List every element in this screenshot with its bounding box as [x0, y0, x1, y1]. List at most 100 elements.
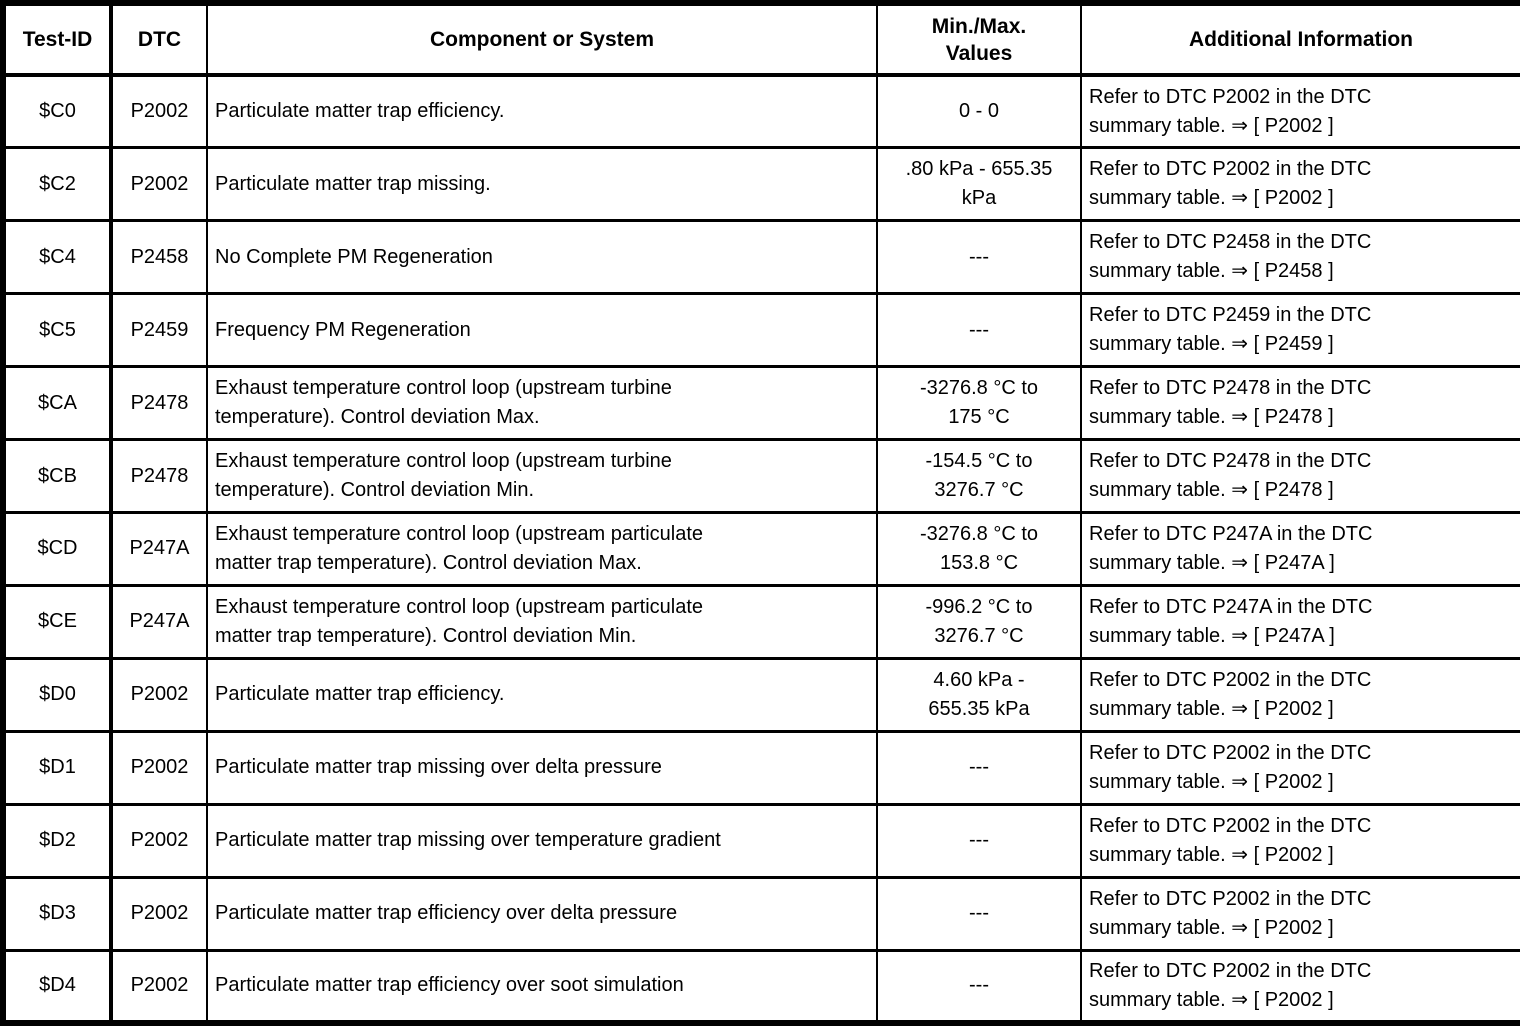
dtc-cell: P2002 — [110, 73, 208, 150]
column-header-dtc: DTC — [110, 1, 208, 77]
dtc-reference-link[interactable]: [ P2002 ] — [1253, 843, 1334, 866]
component-text: Exhaust temperature control loop (upstre… — [215, 450, 672, 502]
dtc-reference-link[interactable]: [ P2002 ] — [1253, 697, 1334, 720]
component-cell: Exhaust temperature control loop (upstre… — [206, 365, 878, 442]
additional-info-text: Refer to DTC P2002 in the DTC summary ta… — [1089, 85, 1372, 137]
component-text: Particulate matter trap efficiency. — [215, 100, 505, 123]
minmax-values-cell: -996.2 °C to 3276.7 °C — [876, 583, 1082, 660]
test-id-cell: $D4 — [2, 948, 113, 1025]
dtc-reference-link[interactable]: [ P2458 ] — [1253, 260, 1334, 283]
dtc-reference-link[interactable]: [ P2478 ] — [1253, 479, 1334, 502]
table-row: $D2 P2002 Particulate matter trap missin… — [2, 802, 1520, 879]
additional-info-cell: Refer to DTC P2459 in the DTC summary ta… — [1080, 292, 1520, 369]
test-id-cell: $C5 — [2, 292, 113, 369]
additional-info-text: Refer to DTC P2478 in the DTC summary ta… — [1089, 377, 1372, 429]
component-text: Particulate matter trap efficiency over … — [215, 974, 684, 997]
additional-info-cell: Refer to DTC P247A in the DTC summary ta… — [1080, 511, 1520, 587]
minmax-values-cell: -154.5 °C to 3276.7 °C — [876, 438, 1082, 515]
component-cell: Particulate matter trap efficiency over … — [206, 875, 878, 952]
additional-info-cell: Refer to DTC P2002 in the DTC summary ta… — [1080, 73, 1520, 150]
table-row: $D3 P2002 Particulate matter trap effici… — [2, 875, 1520, 952]
dtc-cell: P2458 — [110, 219, 208, 296]
additional-info-text: Refer to DTC P2458 in the DTC summary ta… — [1089, 231, 1372, 283]
minmax-values-text: --- — [969, 974, 989, 997]
additional-info-cell: Refer to DTC P2478 in the DTC summary ta… — [1080, 365, 1520, 442]
component-cell: Particulate matter trap missing over del… — [206, 729, 878, 806]
component-cell: No Complete PM Regeneration — [206, 219, 878, 296]
minmax-values-text: 0 - 0 — [958, 100, 1000, 123]
additional-info-text: Refer to DTC P247A in the DTC summary ta… — [1089, 522, 1373, 574]
dtc-reference-link[interactable]: [ P2002 ] — [1253, 114, 1334, 137]
test-id-cell: $C2 — [2, 146, 113, 223]
table-row: $C5 P2459 Frequency PM Regeneration --- … — [2, 292, 1520, 369]
component-text: Exhaust temperature control loop (upstre… — [215, 595, 704, 647]
component-text: Particulate matter trap missing. — [215, 172, 491, 195]
minmax-values-cell: --- — [876, 948, 1082, 1025]
column-header-additional-information: Additional Information — [1080, 1, 1520, 77]
table-row: $CB P2478 Exhaust temperature control lo… — [2, 438, 1520, 515]
additional-info-cell: Refer to DTC P2002 in the DTC summary ta… — [1080, 875, 1520, 952]
dtc-reference-link[interactable]: [ P2459 ] — [1253, 333, 1334, 356]
minmax-values-cell: --- — [876, 802, 1082, 879]
table-row: $CA P2478 Exhaust temperature control lo… — [2, 365, 1520, 442]
dtc-cell: P2002 — [110, 802, 208, 879]
additional-info-text: Refer to DTC P247A in the DTC summary ta… — [1089, 595, 1373, 647]
component-cell: Particulate matter trap efficiency. — [206, 73, 878, 150]
minmax-values-text: -996.2 °C to 3276.7 °C — [925, 595, 1033, 647]
test-id-cell: $CD — [2, 511, 113, 587]
test-id-cell: $CE — [2, 583, 113, 660]
component-text: Particulate matter trap missing over tem… — [215, 829, 721, 852]
component-cell: Exhaust temperature control loop (upstre… — [206, 438, 878, 515]
header-row: Test-ID DTC Component or System Min./Max. V… — [2, 1, 1520, 77]
minmax-values-text: --- — [969, 829, 989, 852]
minmax-values-text: -3276.8 °C to 175 °C — [919, 377, 1039, 429]
additional-info-text: Refer to DTC P2002 in the DTC summary ta… — [1089, 959, 1372, 1011]
table-row: $CE P247A Exhaust temperature control lo… — [2, 583, 1520, 660]
component-cell: Particulate matter trap missing. — [206, 146, 878, 223]
dtc-reference-link[interactable]: [ P2002 ] — [1253, 916, 1334, 939]
component-text: Frequency PM Regeneration — [215, 318, 471, 341]
dtc-reference-link[interactable]: [ P2002 ] — [1253, 187, 1334, 210]
table-body: $C0 P2002 Particulate matter trap effici… — [2, 73, 1520, 1025]
minmax-values-cell: -3276.8 °C to 175 °C — [876, 365, 1082, 442]
component-cell: Frequency PM Regeneration — [206, 292, 878, 369]
table-row: $D4 P2002 Particulate matter trap effici… — [2, 948, 1520, 1025]
test-id-cell: $D3 — [2, 875, 113, 952]
dtc-cell: P2002 — [110, 656, 208, 733]
additional-info-cell: Refer to DTC P2002 in the DTC summary ta… — [1080, 656, 1520, 733]
test-id-cell: $CA — [2, 365, 113, 442]
additional-info-text: Refer to DTC P2002 in the DTC summary ta… — [1089, 668, 1372, 720]
additional-info-cell: Refer to DTC P2002 in the DTC summary ta… — [1080, 802, 1520, 879]
component-cell: Exhaust temperature control loop (upstre… — [206, 511, 878, 587]
minmax-values-cell: --- — [876, 292, 1082, 369]
dtc-reference-link[interactable]: [ P2478 ] — [1253, 406, 1334, 429]
minmax-values-text: --- — [969, 318, 989, 341]
column-header-component-or-system: Component or System — [206, 1, 878, 77]
test-id-cell: $D0 — [2, 656, 113, 733]
dtc-cell: P2478 — [110, 438, 208, 515]
component-cell: Exhaust temperature control loop (upstre… — [206, 583, 878, 660]
component-text: Particulate matter trap efficiency. — [215, 683, 505, 706]
table-row: $D0 P2002 Particulate matter trap effici… — [2, 656, 1520, 733]
dtc-reference-link[interactable]: [ P247A ] — [1253, 551, 1335, 574]
additional-info-text: Refer to DTC P2002 in the DTC summary ta… — [1089, 158, 1372, 210]
component-text: Particulate matter trap missing over del… — [215, 756, 662, 779]
dtc-reference-link[interactable]: [ P2002 ] — [1253, 770, 1334, 793]
additional-info-cell: Refer to DTC P2002 in the DTC summary ta… — [1080, 948, 1520, 1025]
dtc-reference-link[interactable]: [ P2002 ] — [1253, 988, 1334, 1011]
table-row: $C4 P2458 No Complete PM Regeneration --… — [2, 219, 1520, 296]
table-row: $C2 P2002 Particulate matter trap missin… — [2, 146, 1520, 223]
component-text: Exhaust temperature control loop (upstre… — [215, 522, 704, 574]
column-header-test-id: Test-ID — [2, 1, 113, 77]
minmax-values-cell: .80 kPa - 655.35 kPa — [876, 146, 1082, 223]
table-row: $D1 P2002 Particulate matter trap missin… — [2, 729, 1520, 806]
column-header-minmax-values: Min./Max. Values — [876, 1, 1082, 77]
dtc-cell: P2459 — [110, 292, 208, 369]
component-cell: Particulate matter trap missing over tem… — [206, 802, 878, 879]
additional-info-cell: Refer to DTC P2002 in the DTC summary ta… — [1080, 146, 1520, 223]
minmax-values-text: --- — [969, 756, 989, 779]
component-text: Particulate matter trap efficiency over … — [215, 902, 678, 925]
dtc-reference-link[interactable]: [ P247A ] — [1253, 624, 1335, 647]
minmax-values-text: -154.5 °C to 3276.7 °C — [925, 450, 1033, 502]
additional-info-cell: Refer to DTC P2002 in the DTC summary ta… — [1080, 729, 1520, 806]
